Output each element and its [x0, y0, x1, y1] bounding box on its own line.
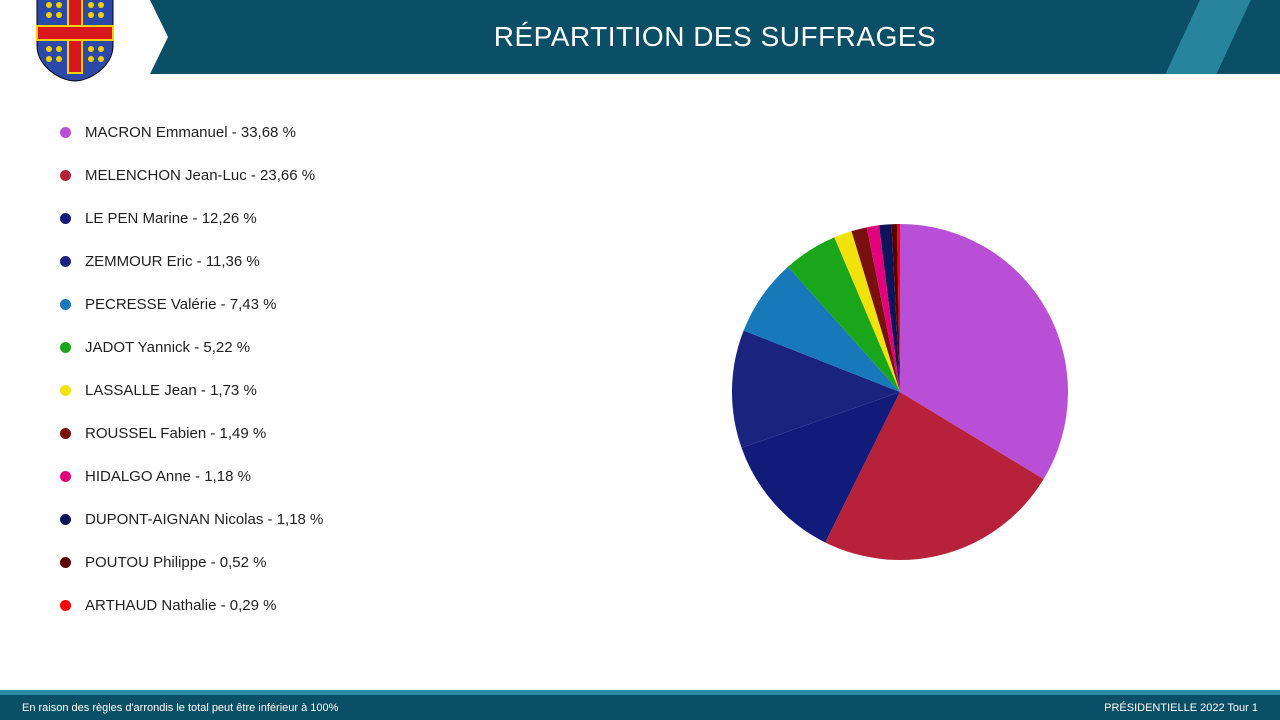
legend-label: ARTHAUD Nathalie - 0,29 %	[85, 597, 276, 614]
legend-dot	[60, 514, 71, 525]
legend-label: ROUSSEL Fabien - 1,49 %	[85, 425, 266, 442]
logo-container	[0, 0, 150, 74]
legend-label: PECRESSE Valérie - 7,43 %	[85, 296, 276, 313]
legend-item: PECRESSE Valérie - 7,43 %	[60, 296, 560, 313]
legend-dot	[60, 428, 71, 439]
legend-label: LASSALLE Jean - 1,73 %	[85, 382, 257, 399]
legend-dot	[60, 385, 71, 396]
content-area: MACRON Emmanuel - 33,68 % MELENCHON Jean-…	[0, 74, 1280, 674]
legend-item: HIDALGO Anne - 1,18 %	[60, 468, 560, 485]
page-title: RÉPARTITION DES SUFFRAGES	[494, 21, 936, 53]
coat-of-arms-icon	[35, 0, 115, 83]
legend-label: ZEMMOUR Eric - 11,36 %	[85, 253, 260, 270]
legend-dot	[60, 557, 71, 568]
legend-item: ROUSSEL Fabien - 1,49 %	[60, 425, 560, 442]
footer-context: PRÉSIDENTIELLE 2022 Tour 1	[1104, 702, 1258, 714]
legend-item: LASSALLE Jean - 1,73 %	[60, 382, 560, 399]
legend-label: DUPONT-AIGNAN Nicolas - 1,18 %	[85, 511, 323, 528]
legend-item: DUPONT-AIGNAN Nicolas - 1,18 %	[60, 511, 560, 528]
legend-label: MACRON Emmanuel - 33,68 %	[85, 124, 296, 141]
legend-item: MACRON Emmanuel - 33,68 %	[60, 124, 560, 141]
title-bar: RÉPARTITION DES SUFFRAGES	[150, 0, 1280, 74]
legend-dot	[60, 170, 71, 181]
legend-item: LE PEN Marine - 12,26 %	[60, 210, 560, 227]
legend-item: JADOT Yannick - 5,22 %	[60, 339, 560, 356]
legend-dot	[60, 299, 71, 310]
footer-bar: En raison des règles d'arrondis le total…	[0, 690, 1280, 720]
legend-label: MELENCHON Jean-Luc - 23,66 %	[85, 167, 315, 184]
legend-label: LE PEN Marine - 12,26 %	[85, 210, 257, 227]
legend-item: ZEMMOUR Eric - 11,36 %	[60, 253, 560, 270]
legend-item: ARTHAUD Nathalie - 0,29 %	[60, 597, 560, 614]
legend-list: MACRON Emmanuel - 33,68 % MELENCHON Jean-…	[60, 114, 560, 674]
legend-dot	[60, 127, 71, 138]
legend-dot	[60, 256, 71, 267]
chart-area	[560, 114, 1240, 674]
legend-dot	[60, 342, 71, 353]
legend-dot	[60, 471, 71, 482]
pie-chart	[732, 224, 1068, 565]
header-accent	[1060, 0, 1280, 74]
legend-item: POUTOU Philippe - 0,52 %	[60, 554, 560, 571]
legend-label: JADOT Yannick - 5,22 %	[85, 339, 250, 356]
footer-note: En raison des règles d'arrondis le total…	[22, 702, 338, 714]
legend-dot	[60, 213, 71, 224]
legend-dot	[60, 600, 71, 611]
legend-label: POUTOU Philippe - 0,52 %	[85, 554, 266, 571]
header-bar: RÉPARTITION DES SUFFRAGES	[0, 0, 1280, 74]
legend-label: HIDALGO Anne - 1,18 %	[85, 468, 251, 485]
legend-item: MELENCHON Jean-Luc - 23,66 %	[60, 167, 560, 184]
